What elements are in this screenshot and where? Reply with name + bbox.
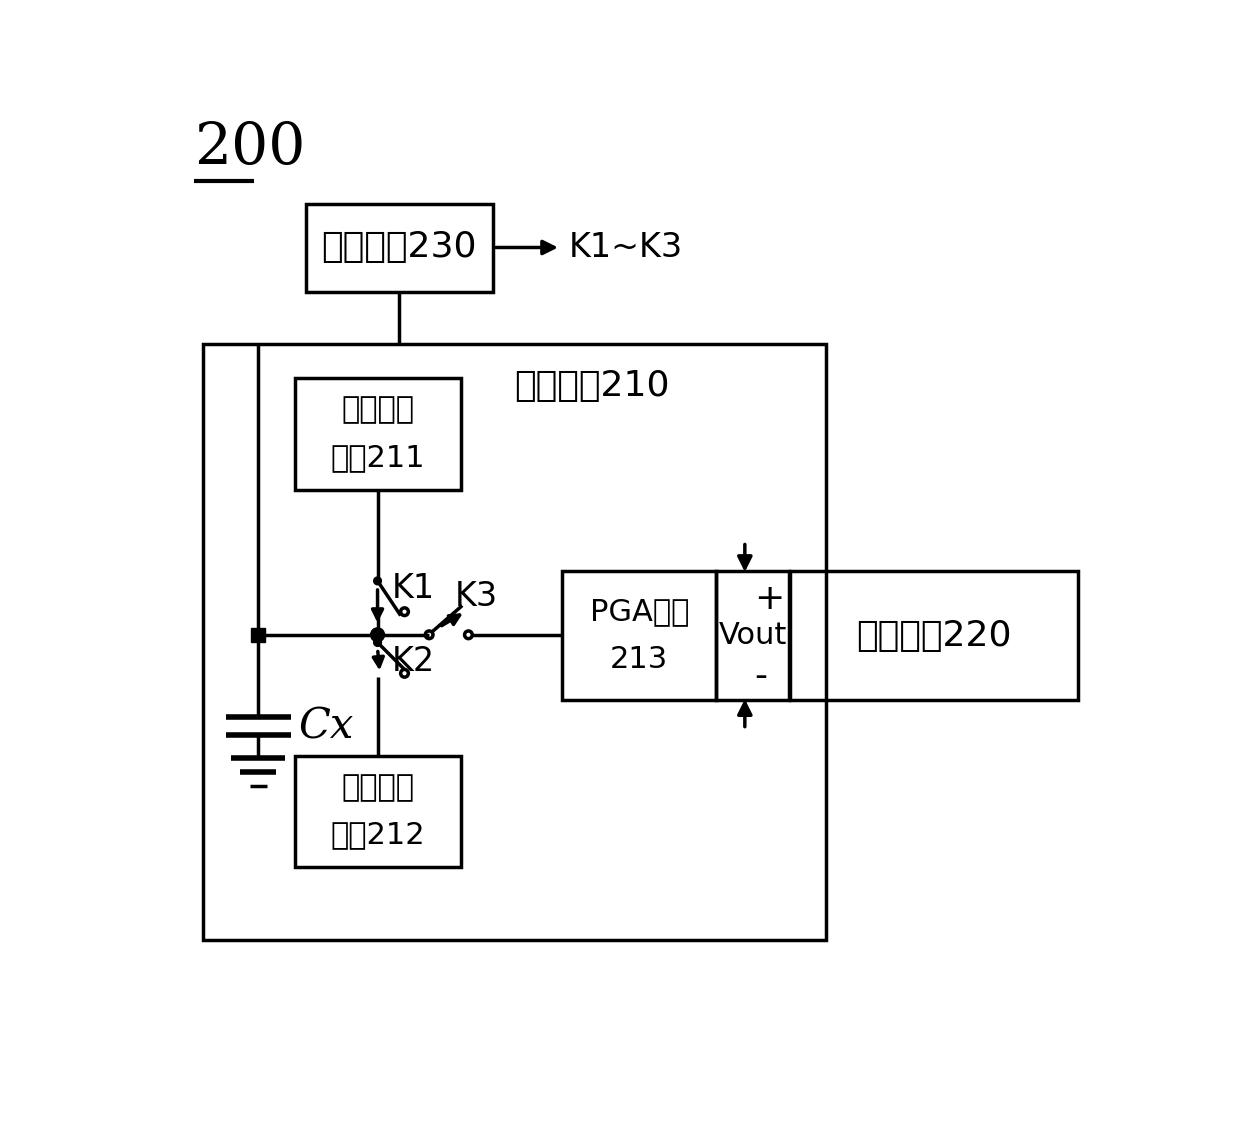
Bar [295,756,461,867]
Bar [295,378,461,490]
Text: Cx: Cx [299,705,353,747]
Circle shape [373,638,382,646]
Bar [717,571,790,701]
Circle shape [371,628,384,642]
Circle shape [373,577,382,585]
Text: 第一驱动
电路211: 第一驱动 电路211 [330,395,425,472]
Text: K1~K3: K1~K3 [568,231,683,264]
Text: K2: K2 [392,645,435,678]
Text: Vout: Vout [718,621,786,650]
Text: +: + [754,582,785,616]
Text: K3: K3 [455,580,497,612]
Bar [306,204,494,292]
Text: 前端电路210: 前端电路210 [513,369,670,403]
Bar [252,628,265,642]
Text: -: - [754,659,768,693]
Bar [790,571,1079,701]
Text: 处理电路220: 处理电路220 [856,618,1012,652]
Bar [203,344,826,941]
Text: PGA电路
213: PGA电路 213 [590,598,689,674]
Text: 第一抵消
电路212: 第一抵消 电路212 [330,773,425,849]
Text: 控制电路230: 控制电路230 [321,231,477,265]
Text: K1: K1 [392,572,434,606]
Bar [563,571,717,701]
Text: 200: 200 [195,120,306,175]
